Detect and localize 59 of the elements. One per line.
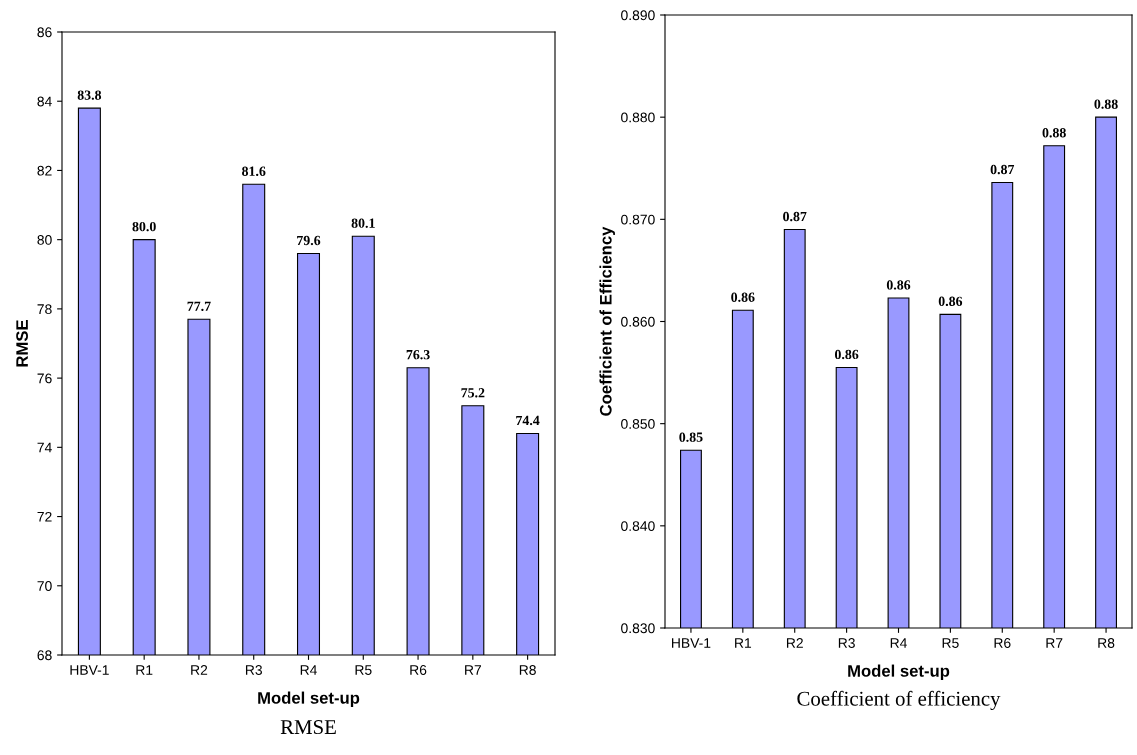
- data-label: 76.3: [406, 350, 430, 360]
- data-label: 83.8: [77, 90, 102, 100]
- data-label: 0.88: [1094, 99, 1118, 109]
- data-label: 0.86: [938, 296, 963, 307]
- data-label: 0.86: [886, 280, 911, 290]
- x-tick-label: HBV-1: [672, 638, 711, 648]
- data-label: 0.86: [834, 349, 859, 360]
- x-tick-label: R6: [994, 638, 1011, 648]
- y-tick-label: 80: [37, 235, 52, 245]
- data-label: 0.87: [783, 211, 807, 222]
- y-tick-label: 72: [37, 511, 52, 522]
- data-label: 0.86: [731, 292, 755, 302]
- x-axis-title: Model set-up: [848, 664, 950, 681]
- x-tick-label: R8: [519, 665, 536, 675]
- data-label: 0.88: [1042, 128, 1066, 138]
- data-label: 79.6: [297, 235, 321, 246]
- data-label: 0.85: [679, 432, 703, 442]
- y-tick-label: 70: [37, 581, 52, 591]
- x-tick-label: R3: [838, 638, 855, 648]
- y-tick-label: 68: [37, 650, 52, 661]
- x-tick-label: R3: [245, 665, 262, 675]
- text: RMSE: [280, 720, 336, 735]
- x-tick-label: R4: [890, 638, 907, 648]
- x-tick-label: R2: [786, 638, 803, 648]
- data-label: 77.7: [187, 301, 211, 311]
- y-tick-label: 0.870: [621, 214, 655, 225]
- x-tick-label: R4: [300, 665, 317, 675]
- data-label: 74.4: [516, 415, 540, 426]
- x-tick-label: R5: [942, 638, 959, 648]
- data-label: 80.1: [351, 218, 375, 228]
- y-tick-label: 0.890: [621, 10, 655, 21]
- x-tick-label: R2: [191, 665, 208, 675]
- y-tick-label: 84: [37, 96, 52, 107]
- y-axis-title: Coefficient of Efficiency: [599, 226, 615, 416]
- text: Coefficient of efficiency: [797, 690, 1001, 710]
- y-tick-label: 86: [37, 27, 52, 38]
- y-tick-label: 0.830: [621, 623, 655, 634]
- y-tick-label: 78: [37, 304, 52, 315]
- data-label: 81.6: [242, 166, 266, 176]
- data-label: 0.87: [990, 164, 1015, 175]
- y-tick-label: 0.880: [621, 112, 655, 123]
- x-tick-label: R6: [410, 665, 427, 675]
- y-tick-label: 74: [37, 442, 52, 453]
- data-label: 80.0: [132, 221, 156, 232]
- y-tick-label: 76: [37, 373, 52, 384]
- x-axis-title: Model set-up: [258, 691, 360, 708]
- y-axis-title: RMSE: [16, 320, 28, 367]
- y-tick-label: 82: [37, 165, 52, 176]
- x-tick-label: R7: [1046, 638, 1063, 648]
- x-tick-label: R1: [735, 638, 752, 648]
- y-tick-label: 0.840: [621, 521, 655, 531]
- data-label: 75.2: [461, 388, 485, 398]
- x-tick-label: HBV-1: [70, 665, 109, 675]
- x-tick-label: R5: [355, 665, 372, 675]
- y-tick-label: 0.850: [621, 419, 655, 429]
- x-tick-label: R1: [136, 665, 153, 675]
- x-tick-label: R8: [1098, 638, 1115, 648]
- y-tick-label: 0.860: [621, 316, 655, 327]
- x-tick-label: R7: [465, 665, 482, 675]
